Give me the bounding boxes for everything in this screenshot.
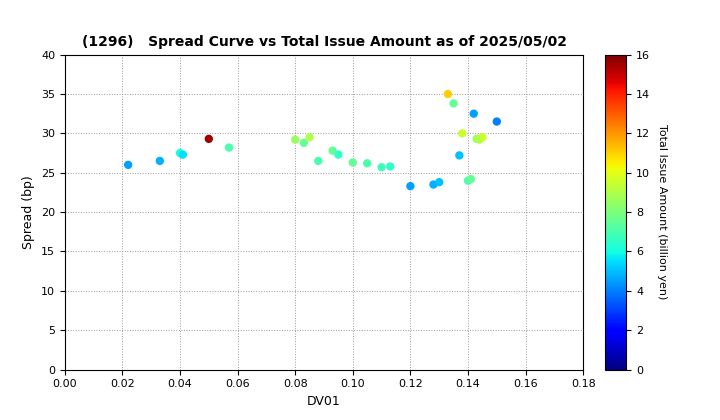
Point bbox=[333, 151, 344, 158]
Point bbox=[442, 91, 454, 97]
Point bbox=[456, 130, 468, 137]
Title: (1296)   Spread Curve vs Total Issue Amount as of 2025/05/02: (1296) Spread Curve vs Total Issue Amoun… bbox=[81, 35, 567, 49]
Point bbox=[347, 159, 359, 166]
Point bbox=[384, 163, 396, 170]
Point bbox=[312, 158, 324, 164]
X-axis label: DV01: DV01 bbox=[307, 395, 341, 408]
Y-axis label: Total Issue Amount (billion yen): Total Issue Amount (billion yen) bbox=[657, 124, 667, 300]
Point bbox=[433, 179, 445, 186]
Point bbox=[304, 134, 315, 141]
Point bbox=[454, 152, 465, 159]
Point bbox=[298, 139, 310, 146]
Point bbox=[465, 176, 477, 182]
Point bbox=[177, 151, 189, 158]
Point bbox=[468, 110, 480, 117]
Point bbox=[122, 161, 134, 168]
Point bbox=[491, 118, 503, 125]
Point bbox=[448, 100, 459, 107]
Y-axis label: Spread (bp): Spread (bp) bbox=[22, 175, 35, 249]
Point bbox=[327, 147, 338, 154]
Point bbox=[174, 150, 186, 156]
Point bbox=[471, 136, 482, 142]
Point bbox=[474, 136, 485, 143]
Point bbox=[405, 183, 416, 189]
Point bbox=[477, 134, 488, 141]
Point bbox=[154, 158, 166, 164]
Point bbox=[289, 136, 301, 143]
Point bbox=[361, 160, 373, 167]
Point bbox=[223, 144, 235, 151]
Point bbox=[428, 181, 439, 188]
Point bbox=[376, 164, 387, 171]
Point bbox=[462, 177, 474, 184]
Point bbox=[203, 136, 215, 142]
